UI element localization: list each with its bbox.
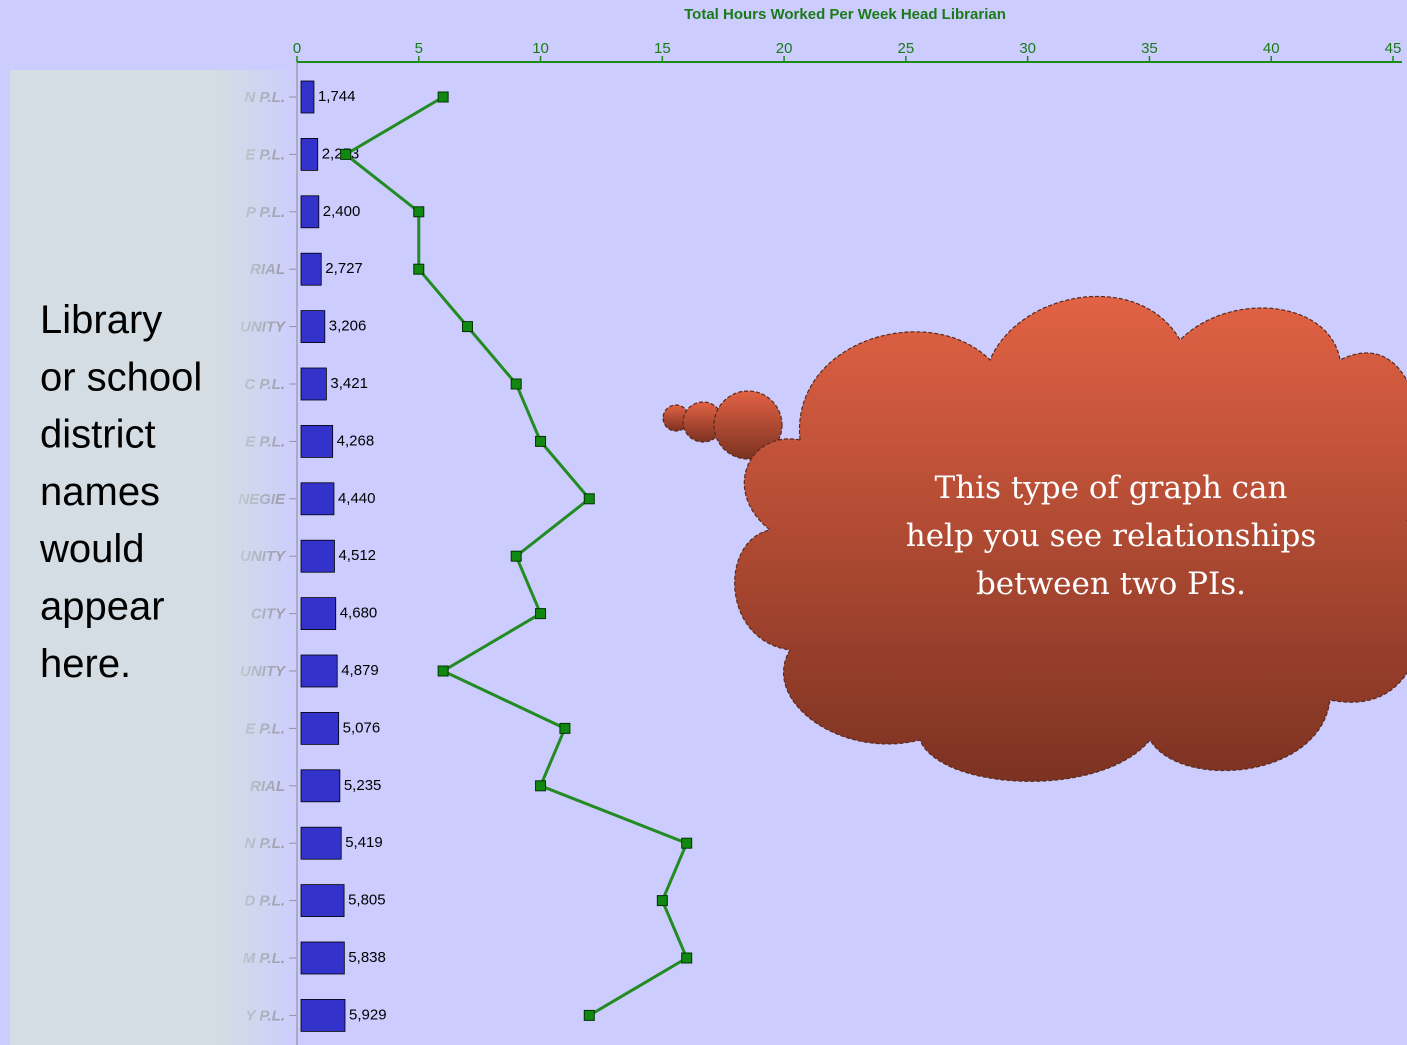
value-label: 5,929: [349, 1006, 387, 1023]
bar: [300, 884, 345, 917]
line-marker: [437, 91, 449, 103]
value-label: 1,744: [318, 88, 356, 105]
x-tick-label: 15: [654, 40, 671, 57]
line-marker: [535, 780, 547, 792]
bar: [300, 999, 346, 1032]
value-label: 4,879: [341, 662, 379, 679]
bar: [300, 424, 334, 458]
note-line: Library: [40, 298, 162, 342]
bar: [300, 712, 340, 745]
line-marker: [583, 1009, 595, 1021]
note-line: or school: [40, 355, 202, 399]
bar: [300, 80, 315, 114]
bar: [300, 539, 335, 573]
note-line: appear: [40, 585, 165, 629]
callout-cloud: [662, 295, 1407, 782]
value-label: 4,268: [337, 432, 375, 449]
value-label: 5,076: [343, 719, 381, 736]
note-line: would: [39, 527, 145, 571]
line-marker: [535, 608, 547, 620]
value-label: 4,512: [338, 547, 376, 564]
value-label: 3,421: [330, 375, 368, 392]
value-label: 5,838: [348, 949, 386, 966]
value-label: 5,419: [345, 834, 383, 851]
x-tick-label: 40: [1263, 40, 1280, 57]
line-marker: [656, 895, 668, 907]
bar: [300, 597, 337, 630]
note-line: names: [40, 470, 160, 514]
bar: [300, 195, 320, 229]
callout-line: help you see relationships: [906, 518, 1316, 554]
line-marker: [413, 263, 425, 275]
line-marker: [340, 148, 352, 160]
line-marker: [510, 550, 522, 562]
line-marker: [681, 952, 693, 964]
x-tick-label: 30: [1019, 40, 1036, 57]
bar: [300, 367, 327, 401]
line-marker: [413, 206, 425, 218]
value-label: 5,235: [344, 777, 382, 794]
value-label: 2,400: [323, 203, 361, 220]
note-line: here.: [40, 642, 131, 686]
bar: [300, 310, 326, 344]
plot: 0510152025303540451,7442,2532,4002,7273,…: [293, 40, 1402, 1032]
callout-line: This type of graph can: [935, 470, 1288, 506]
line-marker: [510, 378, 522, 390]
bar: [300, 826, 342, 860]
x-tick-label: 20: [776, 40, 793, 57]
line-marker: [583, 493, 595, 505]
line-marker: [535, 435, 547, 447]
line-marker: [559, 722, 571, 734]
line-marker: [461, 321, 473, 333]
bar: [300, 654, 338, 688]
name-panel: [10, 70, 302, 1045]
line-marker: [681, 837, 693, 849]
note-line: district: [40, 413, 156, 457]
bar: [300, 252, 322, 286]
value-label: 5,805: [348, 892, 386, 909]
x-tick-label: 10: [532, 40, 549, 57]
x-tick-label: 25: [898, 40, 915, 57]
bar: [300, 482, 335, 516]
x-tick-label: 35: [1141, 40, 1158, 57]
bar: [300, 769, 341, 803]
callout-text: This type of graph can help you see relat…: [906, 470, 1316, 602]
value-label: 4,680: [340, 605, 378, 622]
bar: [300, 941, 345, 975]
chart-title: Total Hours Worked Per Week Head Librari…: [684, 6, 1006, 23]
value-label: 4,440: [338, 490, 376, 507]
x-tick-label: 5: [415, 40, 423, 57]
value-label: 2,727: [325, 260, 363, 277]
x-tick-label: 45: [1385, 40, 1402, 57]
value-label: 3,206: [329, 318, 367, 335]
note: Library or school district names would appear…: [39, 298, 202, 686]
line-marker: [437, 665, 449, 677]
callout-line: between two PIs.: [976, 566, 1246, 602]
bar: [300, 137, 319, 171]
x-tick-label: 0: [293, 40, 301, 57]
